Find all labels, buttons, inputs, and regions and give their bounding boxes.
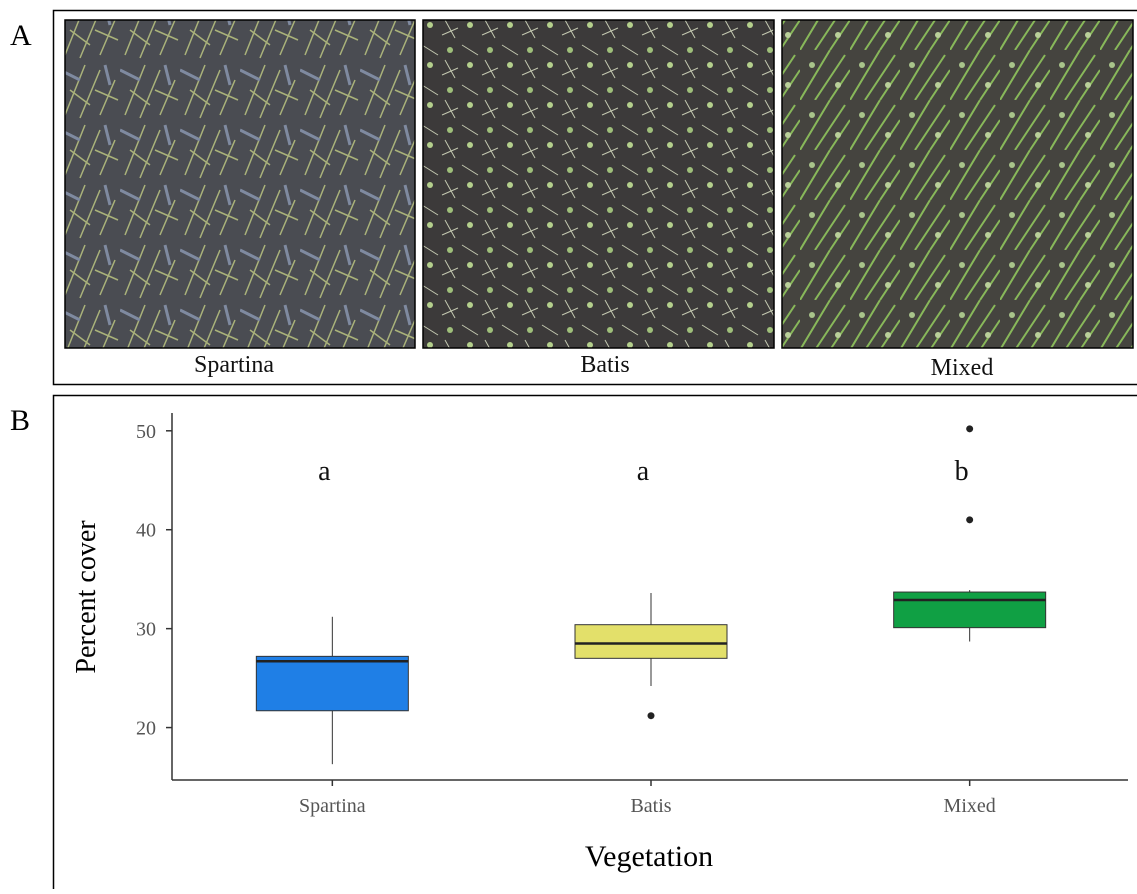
outlier — [966, 516, 973, 523]
photo — [423, 20, 774, 348]
y-tick-label: 50 — [136, 421, 156, 443]
y-tick-label: 20 — [136, 718, 156, 740]
y-tick-label: 40 — [136, 520, 156, 542]
photo — [782, 20, 1133, 348]
photo-caption: Spartina — [194, 352, 274, 378]
plot: 20 30 40 50 Spartina a Batis a Mixed b — [136, 421, 1046, 817]
y-tick-label: 30 — [136, 619, 156, 641]
photo-caption: Mixed — [931, 355, 994, 381]
box — [894, 592, 1046, 628]
photo — [65, 20, 415, 348]
x-axis-title: Vegetation — [585, 840, 713, 873]
box — [256, 656, 408, 710]
group-letter: a — [318, 456, 331, 487]
x-tick-label: Mixed — [944, 795, 996, 817]
group-letter: b — [955, 456, 969, 487]
y-axis-title: Percent cover — [71, 520, 102, 674]
group-letter: a — [637, 456, 650, 487]
outlier — [966, 425, 973, 432]
outlier — [648, 712, 655, 719]
panel-label: A — [10, 19, 32, 52]
photo-caption: Batis — [580, 352, 629, 378]
box — [575, 625, 727, 659]
x-tick-label: Batis — [630, 795, 671, 817]
panel-label: B — [10, 404, 30, 437]
x-tick-label: Spartina — [299, 795, 366, 817]
